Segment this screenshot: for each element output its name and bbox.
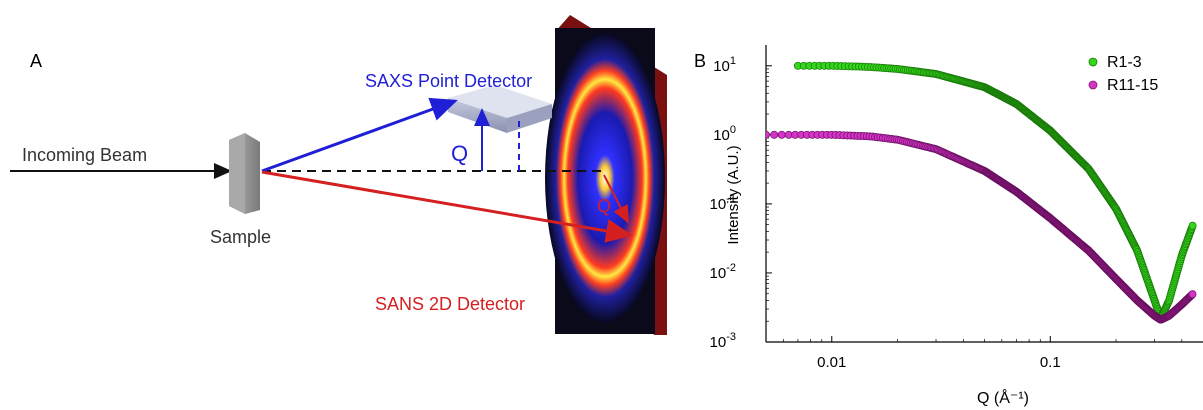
- data-point: [1188, 290, 1197, 299]
- data-point: [1188, 221, 1197, 230]
- x-axis-ticks: 0.01 0.1: [782, 336, 1183, 371]
- x-axis-title: Q (Å⁻¹): [977, 388, 1029, 407]
- sans-2d-detector: [545, 15, 667, 335]
- sample-label: Sample: [210, 227, 271, 247]
- panel-b: B 101 100 10-1 10-2 10-3 0.01 0.1 Intensity (…: [694, 45, 1203, 407]
- y-tick-label: 10-3: [710, 331, 736, 351]
- legend: R1-3 R11-15: [1088, 54, 1158, 94]
- y-tick-label: 101: [713, 55, 736, 75]
- data-point: [784, 130, 793, 139]
- panel-b-label: B: [694, 51, 706, 71]
- saxs-scattered-ray: [261, 97, 458, 173]
- y-tick-label: 10-1: [710, 193, 736, 213]
- panel-a-label: A: [30, 51, 42, 71]
- incoming-beam-label: Incoming Beam: [22, 145, 147, 165]
- panel-a: A Incoming Beam Sample SAXS Point Detect…: [10, 15, 667, 335]
- y-tick-label: 10-2: [710, 262, 736, 282]
- saxs-q-label: Q: [451, 141, 468, 166]
- data-point: [766, 130, 770, 139]
- sample-plate: [229, 133, 260, 214]
- legend-marker-r1-3: [1088, 57, 1098, 67]
- series-r1-3: [793, 61, 1197, 322]
- data-point: [777, 130, 786, 139]
- legend-label-r1-3: R1-3: [1107, 54, 1142, 71]
- y-tick-label: 100: [713, 124, 736, 144]
- legend-marker-r11-15: [1088, 80, 1098, 90]
- sans-detector-label: SANS 2D Detector: [375, 294, 525, 314]
- y-axis-title: Intensity (A.U.): [725, 145, 742, 244]
- y-axis-ticks: 101 100 10-1 10-2 10-3: [710, 55, 772, 351]
- series-r11-15: [766, 130, 1197, 324]
- sans-q-vector: [603, 174, 629, 224]
- sans-q-label: Q: [597, 196, 611, 216]
- x-tick-label: 0.01: [817, 354, 846, 371]
- x-tick-label: 0.1: [1040, 354, 1061, 371]
- saxs-detector-label: SAXS Point Detector: [365, 71, 532, 91]
- plot-area: [766, 61, 1197, 324]
- legend-label-r11-15: R11-15: [1107, 77, 1158, 94]
- data-point: [770, 130, 779, 139]
- sans-scattered-ray: [261, 170, 633, 243]
- saxs-point-detector: [448, 85, 552, 133]
